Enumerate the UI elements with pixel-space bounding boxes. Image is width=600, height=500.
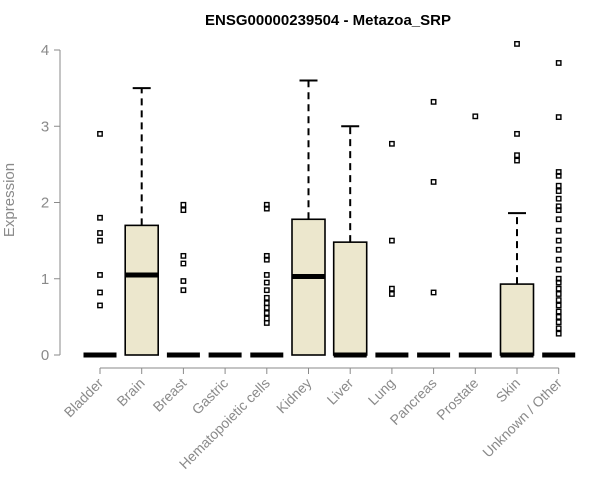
box-group-kidney: [291, 79, 326, 356]
outlier-point: [555, 330, 562, 337]
y-tick-label: 0: [41, 347, 49, 364]
outlier-point: [514, 130, 520, 137]
outlier-point: [555, 285, 562, 292]
x-tick-label: Brain: [113, 375, 147, 409]
box-group-brain: [124, 87, 159, 356]
outlier-point: [97, 230, 103, 236]
outlier-point: [555, 195, 562, 202]
outlier-point: [430, 179, 437, 185]
outlier-point: [555, 188, 562, 194]
outlier-point: [555, 302, 562, 309]
box-group-prostate: [458, 113, 492, 358]
outlier-point: [263, 256, 270, 263]
outlier-point: [555, 237, 562, 244]
x-tick-label: Breast: [150, 375, 190, 415]
outlier-point: [389, 140, 395, 147]
outlier-point: [555, 313, 562, 320]
y-tick-label: 2: [41, 195, 49, 212]
outlier-point: [263, 205, 270, 212]
outlier-point: [555, 216, 562, 223]
outlier-point: [263, 279, 270, 286]
outlier-point: [555, 266, 562, 273]
outlier-point: [263, 287, 270, 294]
outlier-point: [555, 279, 562, 286]
outlier-point: [472, 113, 479, 120]
outlier-point: [263, 294, 270, 301]
outlier-point: [555, 172, 562, 179]
outlier-point: [555, 60, 562, 66]
outlier-point: [263, 320, 270, 326]
y-tick-label: 3: [41, 118, 49, 135]
box: [291, 218, 326, 356]
outlier-point: [263, 300, 270, 307]
outlier-point: [180, 252, 187, 259]
x-tick-label: Lung: [365, 375, 398, 408]
outlier-point: [180, 201, 187, 208]
outlier-point: [555, 308, 562, 315]
box: [332, 241, 368, 356]
outlier-point: [555, 256, 562, 263]
x-tick-label: Bladder: [61, 375, 107, 421]
outlier-point: [180, 260, 187, 267]
outlier-point: [514, 152, 520, 159]
box-group-liver: [332, 125, 368, 358]
outlier-point: [263, 315, 270, 322]
y-tick-label: 4: [41, 42, 49, 59]
x-tick-label: Kidney: [273, 375, 315, 417]
outlier-point: [430, 289, 437, 296]
outlier-point: [514, 41, 520, 47]
outlier-point: [263, 272, 270, 278]
outlier-point: [180, 278, 187, 284]
x-tick-label: Prostate: [433, 375, 481, 423]
box-group-bladder: [83, 130, 117, 358]
outlier-point: [389, 237, 395, 244]
outlier-point: [430, 98, 437, 105]
box-group-unknown-other: [542, 60, 576, 358]
outlier-point: [97, 130, 103, 137]
outlier-point: [97, 237, 103, 244]
box-group-breast: [166, 201, 200, 358]
outlier-point: [97, 302, 103, 309]
outlier-point: [263, 310, 270, 316]
x-tick-label: Skin: [493, 375, 524, 406]
outlier-point: [555, 246, 562, 253]
box-group-lung: [375, 140, 409, 358]
x-tick-label: Liver: [324, 375, 357, 408]
outlier-point: [555, 114, 562, 121]
x-tick-label: Unknown / Other: [479, 375, 565, 461]
outlier-point: [97, 214, 103, 221]
y-tick-label: 1: [41, 271, 49, 288]
box: [124, 224, 159, 356]
y-axis-label: Expression: [1, 163, 18, 237]
outlier-point: [97, 272, 103, 278]
outlier-point: [555, 291, 562, 297]
outlier-point: [180, 207, 187, 214]
box-group-pancreas: [417, 98, 451, 358]
outlier-point: [555, 182, 562, 189]
outlier-point: [555, 227, 562, 234]
outlier-point: [389, 285, 395, 292]
box: [499, 283, 535, 356]
box-group-hematopoietic-cells: [250, 201, 284, 358]
outlier-point: [555, 207, 562, 214]
outlier-point: [97, 289, 103, 296]
box-group-skin: [499, 41, 535, 358]
chart-title: ENSG00000239504 - Metazoa_SRP: [205, 12, 451, 29]
y-axis: 0 1 2 3 4: [41, 42, 61, 364]
outlier-point: [555, 297, 562, 303]
outlier-point: [389, 291, 395, 297]
outlier-point: [555, 325, 562, 332]
boxes: [83, 41, 576, 358]
outlier-point: [180, 287, 187, 294]
outlier-point: [263, 304, 270, 311]
outlier-point: [555, 319, 562, 326]
outlier-point: [514, 157, 520, 164]
